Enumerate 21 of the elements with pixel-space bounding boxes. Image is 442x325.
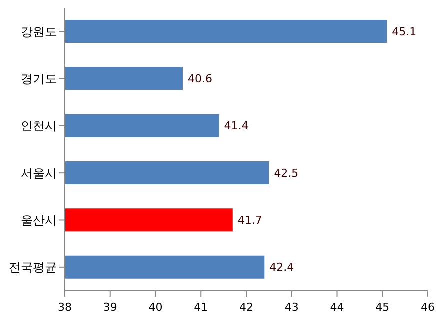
y-tick-label: 인천시: [21, 119, 57, 134]
x-tick-label: 41: [194, 300, 208, 314]
x-tick-label: 40: [148, 300, 163, 314]
x-tick-label: 39: [103, 300, 118, 314]
y-tick-label: 전국평균: [9, 260, 57, 275]
y-tick-label: 강원도: [21, 24, 57, 39]
y-tick-label: 서울시: [21, 166, 57, 180]
x-tick-label: 43: [284, 300, 299, 314]
data-label: 41.7: [238, 214, 262, 228]
data-label: 42.4: [270, 261, 294, 274]
x-tick-label: 46: [421, 300, 435, 314]
data-label: 45.1: [392, 25, 417, 38]
data-label: 42.5: [274, 166, 299, 180]
x-tick-label: 45: [376, 300, 390, 314]
x-tick-label: 42: [240, 300, 254, 314]
data-label: 41.4: [224, 120, 249, 133]
x-tick-label: 38: [58, 300, 72, 314]
y-tick-label: 경기도: [21, 72, 57, 86]
y-tick-label: 울산시: [21, 214, 57, 228]
x-tick-label: 44: [330, 300, 344, 314]
data-label: 40.6: [188, 72, 212, 86]
